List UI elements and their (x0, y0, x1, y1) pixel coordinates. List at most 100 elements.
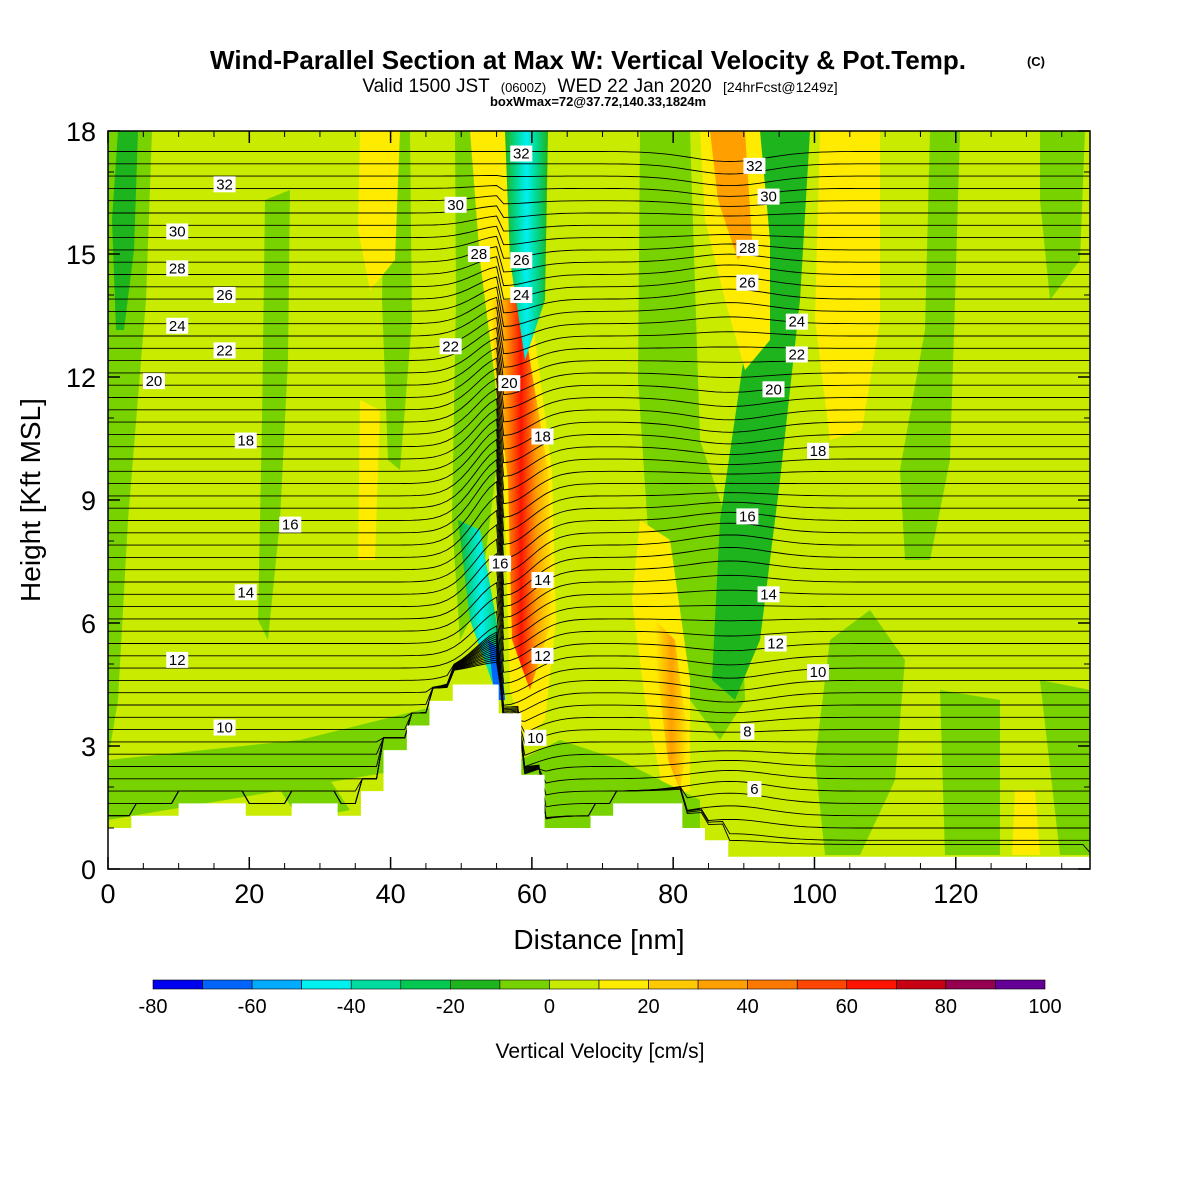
contour-label: 30 (760, 189, 777, 206)
theta-contour-line (108, 567, 1090, 651)
potential-temperature-contours (108, 151, 1090, 853)
colorbar-swatch (450, 979, 501, 990)
contour-label-bg (213, 342, 236, 359)
theta-contour-line (108, 480, 1090, 586)
y-tick-label: 0 (81, 855, 96, 885)
theta-contour-line (108, 163, 1090, 175)
colorbar-tick-label: 0 (544, 996, 555, 1018)
theta-contour-line (108, 174, 1090, 187)
contour-label: 32 (513, 146, 530, 163)
contour-label: 14 (237, 584, 254, 601)
x-tick-label: 80 (658, 879, 688, 909)
contour-label: 12 (767, 636, 784, 653)
colorbar-swatch (598, 979, 649, 990)
theta-contour-line (108, 428, 1090, 518)
contour-label-bg (807, 442, 830, 459)
contour-label-bg (762, 381, 785, 398)
contour-label-bg (166, 260, 189, 277)
contour-label-bg (736, 508, 759, 525)
contour-label-bg (166, 223, 189, 240)
theta-contour-line (108, 286, 1090, 327)
theta-contour-line (108, 306, 1090, 355)
theta-contour-line (108, 337, 1090, 396)
theta-contour-line (108, 276, 1090, 314)
contour-label-bg (740, 723, 755, 740)
contour-label: 30 (169, 223, 186, 240)
theta-contour-line (108, 387, 1090, 464)
colorbar-tick-label: 40 (737, 996, 759, 1018)
theta-contour-line (108, 357, 1090, 423)
colorbar-tick-label: -60 (238, 996, 267, 1018)
contour-label: 12 (169, 652, 186, 669)
theta-contour-line (108, 653, 1090, 808)
theta-contour-line (108, 408, 1090, 491)
contour-label-bg (444, 196, 467, 213)
contour-label: 32 (216, 176, 233, 193)
contour-label: 28 (169, 260, 186, 277)
theta-contour-line (108, 347, 1090, 409)
colorbar-swatch (301, 979, 352, 990)
theta-contour-line (108, 640, 1090, 745)
theta-contour-line (108, 625, 1090, 695)
theta-contour-line (108, 650, 1090, 796)
contour-labels: 6 8 10 10 10 12 12 12 14 14 14 16 16 16 18 18 18 20 20 20 22… (142, 145, 830, 798)
theta-contour-line (108, 635, 1090, 724)
x-tick-label: 40 (376, 879, 406, 909)
theta-contour-line (108, 633, 1090, 717)
contour-label-bg (166, 651, 189, 668)
colorbar-tick-label: 100 (1028, 996, 1061, 1018)
vertical-velocity-field (108, 131, 1090, 869)
colorbar-tick-label: 60 (836, 996, 858, 1018)
y-tick-label: 12 (66, 363, 96, 393)
contour-label-bg (757, 188, 780, 205)
theta-contour-line (108, 552, 1090, 640)
theta-contour-line (108, 581, 1090, 662)
theta-contour-line (108, 524, 1090, 618)
contour-label: 18 (534, 428, 551, 445)
theta-contour-line (108, 642, 1090, 756)
contour-label: 16 (739, 508, 756, 525)
contour-label-bg (736, 274, 759, 291)
y-tick-label: 6 (81, 609, 96, 639)
y-tick-label: 9 (81, 486, 96, 516)
chart-title-copyright: (C) (1027, 54, 1045, 69)
contour-label-bg (531, 647, 554, 664)
theta-contour-line (108, 438, 1090, 532)
theta-contour-line (108, 225, 1090, 246)
theta-contour-line (108, 631, 1090, 706)
theta-contour-line (108, 296, 1090, 341)
colorbar-label: Vertical Velocity [cm/s] (496, 1040, 705, 1063)
contour-label: 26 (216, 287, 233, 304)
theta-contour-line (108, 256, 1090, 287)
contour-label: 18 (237, 433, 254, 450)
x-tick-label: 120 (933, 879, 978, 909)
contour-label: 32 (746, 158, 763, 175)
x-tick-label: 60 (517, 879, 547, 909)
x-tick-label: 100 (792, 879, 837, 909)
contour-label-bg (524, 729, 547, 746)
colorbar-swatch (499, 979, 550, 990)
colorbar-swatch (896, 979, 947, 990)
colorbar-swatch (202, 979, 253, 990)
contour-label: 16 (282, 517, 299, 534)
contour-label: 10 (216, 720, 233, 737)
colorbar-tick-label: 20 (637, 996, 659, 1018)
contour-label: 12 (534, 648, 551, 665)
contour-label-bg (279, 516, 302, 533)
contour-label: 10 (810, 664, 827, 681)
contour-label: 24 (513, 287, 530, 304)
contour-label-bg (439, 338, 462, 355)
contour-label: 20 (501, 375, 518, 392)
contour-label: 20 (765, 381, 782, 398)
contour-label-bg (531, 571, 554, 588)
y-tick-label: 15 (66, 240, 96, 270)
colorbar: -80 -60 -40 -20 0 20 40 60 80 100 (139, 979, 1062, 1018)
contour-label: 18 (810, 443, 827, 460)
contour-label-bg (785, 313, 808, 330)
theta-contour-line (108, 205, 1090, 218)
colorbar-swatch (549, 979, 600, 990)
colorbar-swatch (796, 979, 848, 990)
contour-label: 28 (471, 246, 488, 263)
y-axis: 0 3 6 9 12 15 18 (66, 117, 1090, 885)
colorbar-swatch (648, 979, 699, 990)
